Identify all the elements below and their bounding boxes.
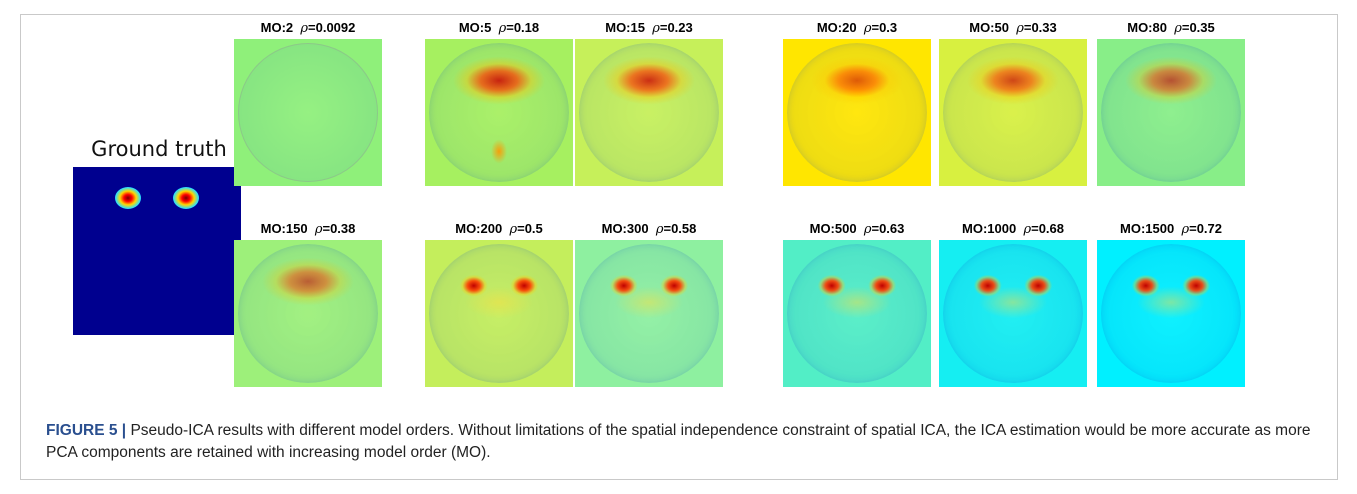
panel-disk (787, 244, 927, 383)
panel-mo-500: MO:500 ρ=0.63 (783, 221, 931, 387)
panel-disk (1101, 43, 1241, 182)
figure-frame: Ground truth MO:2 ρ=0.0092 MO:5 ρ=0.18 M… (20, 14, 1338, 480)
panel-mo-2: MO:2 ρ=0.0092 (234, 20, 382, 186)
panel-disk (238, 244, 378, 383)
panel-title: MO:500 ρ=0.63 (809, 221, 905, 237)
figure-caption: FIGURE 5 | Pseudo-ICA results with diffe… (46, 420, 1316, 464)
panel-title: MO:20 ρ=0.3 (816, 20, 898, 36)
panel-mo-300: MO:300 ρ=0.58 (575, 221, 723, 387)
ground-truth-left-blob (115, 187, 141, 209)
panel-mo-1500: MO:1500 ρ=0.72 (1097, 221, 1245, 387)
panel-title: MO:5 ρ=0.18 (458, 20, 540, 36)
panel-image (575, 240, 723, 387)
panel-image (783, 240, 931, 387)
panel-image (425, 240, 573, 387)
panel-disk (429, 43, 569, 182)
panel-disk (429, 244, 569, 383)
panel-disk (787, 43, 927, 182)
panel-title: MO:2 ρ=0.0092 (260, 20, 356, 36)
ground-truth-title: Ground truth (91, 137, 227, 161)
panel-title: MO:1500 ρ=0.72 (1120, 221, 1222, 237)
panel-title: MO:50 ρ=0.33 (969, 20, 1057, 36)
ground-truth-right-blob (173, 187, 199, 209)
panel-image (939, 240, 1087, 387)
panel-disk (943, 244, 1083, 383)
panel-image (425, 39, 573, 186)
panel-image (1097, 240, 1245, 387)
panel-disk (238, 43, 378, 182)
panel-image (783, 39, 931, 186)
panel-mo-15: MO:15 ρ=0.23 (575, 20, 723, 186)
panel-title: MO:200 ρ=0.5 (455, 221, 543, 237)
ground-truth-image (73, 167, 241, 335)
panel-mo-5: MO:5 ρ=0.18 (425, 20, 573, 186)
panel-disk (579, 244, 719, 383)
panel-title: MO:150 ρ=0.38 (260, 221, 356, 237)
panel-title: MO:300 ρ=0.58 (601, 221, 697, 237)
panel-disk (943, 43, 1083, 182)
panel-mo-80: MO:80 ρ=0.35 (1097, 20, 1245, 186)
panel-image (234, 39, 382, 186)
panel-mo-50: MO:50 ρ=0.33 (939, 20, 1087, 186)
panel-image (234, 240, 382, 387)
panel-mo-1000: MO:1000 ρ=0.68 (939, 221, 1087, 387)
panel-mo-150: MO:150 ρ=0.38 (234, 221, 382, 387)
panel-image (939, 39, 1087, 186)
panel-title: MO:15 ρ=0.23 (605, 20, 693, 36)
panel-image (575, 39, 723, 186)
panel-title: MO:80 ρ=0.35 (1127, 20, 1215, 36)
figure-label: FIGURE 5 | (46, 422, 127, 439)
caption-text: Pseudo-ICA results with different model … (46, 422, 1311, 461)
panel-mo-200: MO:200 ρ=0.5 (425, 221, 573, 387)
panel-disk (579, 43, 719, 182)
panel-title: MO:1000 ρ=0.68 (962, 221, 1064, 237)
panel-image (1097, 39, 1245, 186)
panel-disk (1101, 244, 1241, 383)
panel-mo-20: MO:20 ρ=0.3 (783, 20, 931, 186)
